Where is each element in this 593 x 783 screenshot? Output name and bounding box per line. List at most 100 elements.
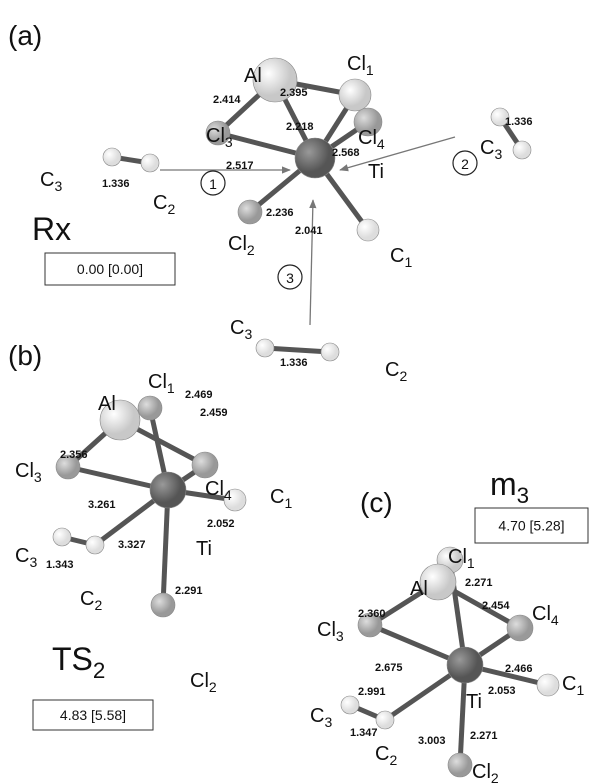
atom-label: C3 [480,137,502,162]
atom-sphere [141,154,159,172]
bond-length: 1.347 [350,727,378,739]
bond-length: 2.271 [465,577,493,589]
atom-label-symbol: Cl [206,125,225,147]
atom-label: Cl4 [532,603,559,628]
atom-label-symbol: Cl [190,670,209,692]
structure-name-symbol: TS [52,641,93,677]
atom-label: C3 [40,169,62,194]
atom-sphere [151,593,175,617]
bond-length: 2.454 [482,600,510,612]
atom-label-index: 1 [284,495,292,511]
atom-label: C2 [375,743,397,768]
bond-length: 2.568 [332,147,360,159]
atom-label-symbol: Al [98,393,116,415]
atom-label-symbol: Cl [347,53,366,75]
atom-label-symbol: Cl [205,478,224,500]
atom-label: Cl1 [148,371,175,396]
atom-sphere [339,79,371,111]
atom-label: Ti [368,161,384,183]
atom-sphere [341,696,359,714]
bond-length: 2.414 [213,94,241,106]
atom-label-index: 3 [494,146,502,162]
atom-label-symbol: Ti [196,538,212,560]
atom-label-symbol: C [40,169,54,191]
atom-label: Ti [196,538,212,560]
bond-length: 3.003 [418,735,446,747]
atom-label-index: 2 [491,770,499,783]
bond-length: 2.675 [375,662,403,674]
atom-label-symbol: C [375,743,389,765]
atom-label-symbol: C [385,359,399,381]
atom-label-symbol: C [15,545,29,567]
bond-length: 1.336 [505,116,533,128]
bond-length: 1.336 [280,357,308,369]
atom-sphere [86,536,104,554]
atom-label-index: 4 [224,487,232,503]
bond-length: 2.466 [505,663,533,675]
atom-label: Cl1 [448,546,475,571]
atom-label-index: 2 [399,368,407,384]
atom-label: C2 [153,192,175,217]
atom-label-index: 3 [34,469,42,485]
atom-sphere [138,396,162,420]
atom-label-index: 3 [336,628,344,644]
atom-label: C2 [80,588,102,613]
atom-label: C2 [385,359,407,384]
atom-label-symbol: Cl [15,460,34,482]
atom-label-symbol: Cl [448,546,467,568]
atom-label-symbol: Cl [317,619,336,641]
atom-label-symbol: Al [410,578,428,600]
bond-length: 2.053 [488,685,516,697]
atom-label: Cl2 [190,670,217,695]
atom-label-symbol: C [230,317,244,339]
atom-label-symbol: Cl [472,761,491,783]
path-number: 1 [209,176,217,192]
path-number: 2 [461,156,469,172]
atom-label-index: 1 [404,254,412,270]
atom-sphere [513,141,531,159]
structure-name-symbol: Rx [32,211,71,247]
atom-label-index: 3 [244,326,252,342]
bond-length: 2.236 [266,207,294,219]
atom-label-symbol: Ti [368,161,384,183]
atom-sphere [238,200,262,224]
atom-sphere [256,339,274,357]
atom-label-symbol: Cl [358,127,377,149]
atom-sphere [103,148,121,166]
bond-length: 2.052 [207,518,235,530]
atom-sphere [321,343,339,361]
atom-label-index: 1 [167,380,175,396]
atom-label-symbol: Ti [466,691,482,713]
panel-label: (c) [360,487,393,518]
atom-label: C1 [270,486,292,511]
atom-label-symbol: C [480,137,494,159]
figure: (a)Rx0.00 [0.00]AlCl1Cl3Cl4TiC3C3C2Cl2C1… [0,0,593,783]
atom-sphere [53,528,71,546]
atom-sphere [537,674,559,696]
atom-label-index: 2 [94,597,102,613]
atom-sphere [507,615,533,641]
atom-label: Cl4 [205,478,232,503]
bond [265,348,330,352]
atom-label-symbol: Cl [228,233,247,255]
energy: 4.83 [5.58] [60,707,126,723]
atom-label: C3 [230,317,252,342]
structure-name: m3 [490,466,529,508]
energy: 0.00 [0.00] [77,261,143,277]
bond-length: 1.336 [102,178,130,190]
atom-label-symbol: C [310,705,324,727]
path-number: 3 [286,270,294,286]
structure-name-index: 2 [93,658,105,683]
atom-label-symbol: C [270,486,284,508]
atom-label: Cl4 [358,127,385,152]
atom-label-index: 1 [366,62,374,78]
atom-label: Al [410,578,428,600]
bond-length: 2.395 [280,87,308,99]
bond-length: 2.360 [358,608,386,620]
bond-length: 3.261 [88,499,116,511]
structure-name-symbol: m [490,466,517,502]
bond-length: 2.271 [470,730,498,742]
atom-sphere [447,647,483,683]
bond-length: 2.291 [175,585,203,597]
atom-label: Ti [466,691,482,713]
